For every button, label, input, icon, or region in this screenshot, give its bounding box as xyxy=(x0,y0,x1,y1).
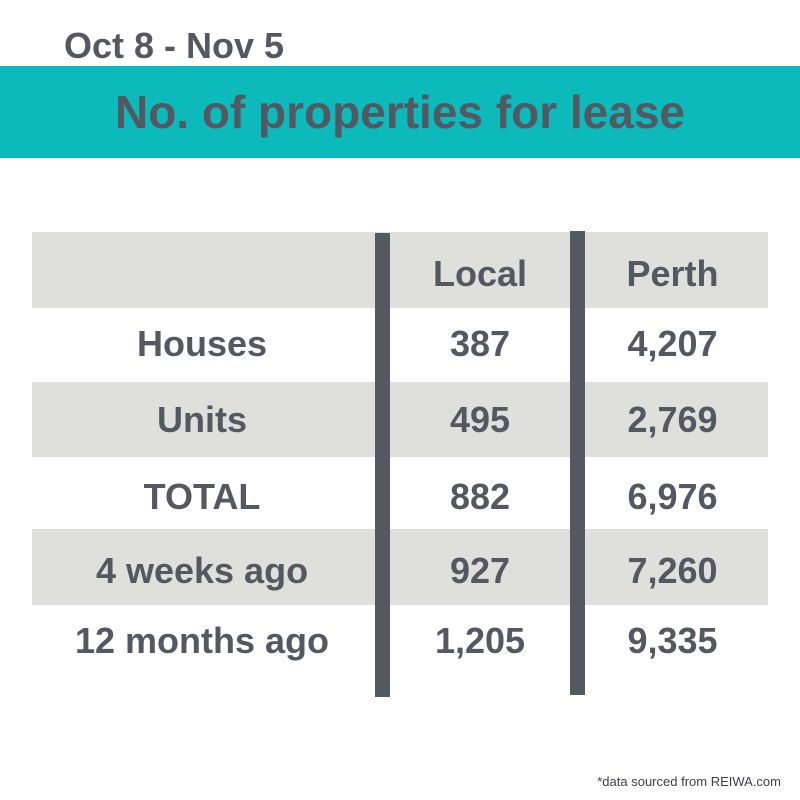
cell-12-months-ago-perth: 9,335 xyxy=(627,620,718,661)
cell-units-perth: 2,769 xyxy=(627,399,718,440)
column-divider-right xyxy=(570,231,585,695)
row-band-4-weeks-ago xyxy=(32,529,768,605)
row-label-total: TOTAL xyxy=(143,476,261,517)
row-label-units: Units xyxy=(157,399,247,440)
cell-4-weeks-ago-perth: 7,260 xyxy=(627,550,718,591)
cell-houses-local: 387 xyxy=(449,323,511,364)
cell-total-local: 882 xyxy=(449,476,511,517)
cell-4-weeks-ago-local: 927 xyxy=(449,550,511,591)
page-title: No. of properties for lease xyxy=(114,86,685,138)
date-range: Oct 8 - Nov 5 xyxy=(64,25,285,66)
row-label-4-weeks-ago: 4 weeks ago xyxy=(95,550,309,591)
source-footnote: *data sourced from REIWA.com xyxy=(597,774,781,789)
header-row-band xyxy=(32,232,768,308)
row-band-units xyxy=(32,382,768,457)
column-divider-left xyxy=(375,233,390,697)
cell-total-perth: 6,976 xyxy=(627,476,718,517)
row-label-houses: Houses xyxy=(136,323,268,364)
row-label-12-months-ago: 12 months ago xyxy=(74,620,330,661)
cell-12-months-ago-local: 1,205 xyxy=(434,620,526,661)
cell-units-local: 495 xyxy=(449,399,511,440)
cell-houses-perth: 4,207 xyxy=(627,323,718,364)
column-header-perth: Perth xyxy=(626,253,719,294)
title-banner: No. of properties for lease xyxy=(0,66,800,158)
column-header-local: Local xyxy=(432,253,528,294)
